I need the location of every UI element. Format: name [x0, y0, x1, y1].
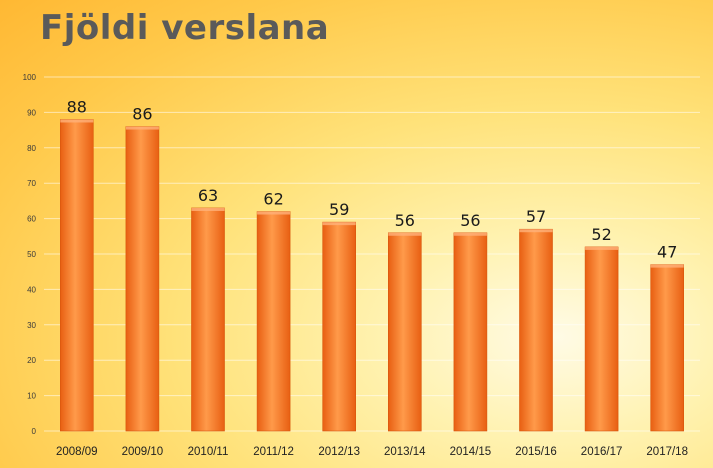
bar-top-highlight [322, 222, 356, 226]
chart-title: Fjöldi verslana [40, 8, 330, 48]
bar [453, 232, 488, 432]
bar-top-highlight [650, 264, 684, 268]
y-tick-label: 0 [32, 427, 37, 436]
y-tick-label: 50 [27, 250, 36, 259]
x-tick-label: 2017/18 [646, 446, 688, 458]
bar [125, 126, 160, 432]
data-label: 57 [526, 207, 546, 226]
x-tick-label: 2012/13 [318, 446, 360, 458]
x-tick-label: 2010/11 [188, 446, 229, 458]
x-axis-ticks: 2008/09 2009/10 2010/11 2011/12 2012/13 2013/… [56, 446, 688, 458]
data-label: 88 [67, 97, 87, 116]
bar-top-highlight [453, 232, 487, 236]
x-tick-label: 2016/17 [581, 446, 623, 458]
data-label: 59 [329, 200, 349, 219]
data-label: 52 [591, 225, 611, 244]
data-label: 86 [132, 105, 152, 124]
bar [191, 207, 225, 432]
data-label: 47 [657, 243, 677, 262]
x-tick-label: 2008/09 [56, 446, 98, 458]
x-tick-label: 2015/16 [515, 446, 557, 458]
x-tick-label: 2011/12 [253, 446, 294, 458]
y-tick-label: 80 [27, 144, 36, 153]
bars [59, 119, 685, 432]
data-label: 62 [263, 190, 283, 209]
y-axis-ticks: 0 10 20 30 40 50 60 70 80 90 100 [23, 73, 37, 436]
bar [59, 119, 94, 432]
x-tick-label: 2014/15 [450, 446, 492, 458]
bar-top-highlight [388, 232, 422, 236]
data-label: 56 [395, 211, 415, 230]
bar [256, 211, 291, 432]
y-tick-label: 20 [27, 356, 36, 365]
bar-top-highlight [191, 207, 225, 211]
data-labels: 88 86 63 62 59 56 56 57 52 47 [67, 97, 678, 261]
y-tick-label: 30 [27, 321, 36, 330]
bar-top-highlight [125, 126, 159, 130]
bar [322, 221, 357, 432]
y-tick-label: 60 [27, 215, 36, 224]
bar-top-highlight [585, 246, 619, 250]
y-tick-label: 90 [27, 108, 36, 117]
bar [387, 232, 422, 432]
y-tick-label: 10 [27, 392, 36, 401]
data-label: 63 [198, 186, 218, 205]
data-label: 56 [460, 211, 480, 230]
x-tick-label: 2009/10 [122, 446, 164, 458]
bar [519, 228, 553, 432]
bar [650, 264, 685, 432]
bar-top-highlight [519, 229, 553, 233]
y-tick-label: 40 [27, 285, 36, 294]
y-tick-label: 100 [23, 73, 37, 82]
x-tick-label: 2013/14 [384, 446, 426, 458]
bar [584, 246, 619, 432]
bar-top-highlight [257, 211, 291, 215]
bar-top-highlight [60, 119, 94, 123]
y-tick-label: 70 [27, 179, 36, 188]
